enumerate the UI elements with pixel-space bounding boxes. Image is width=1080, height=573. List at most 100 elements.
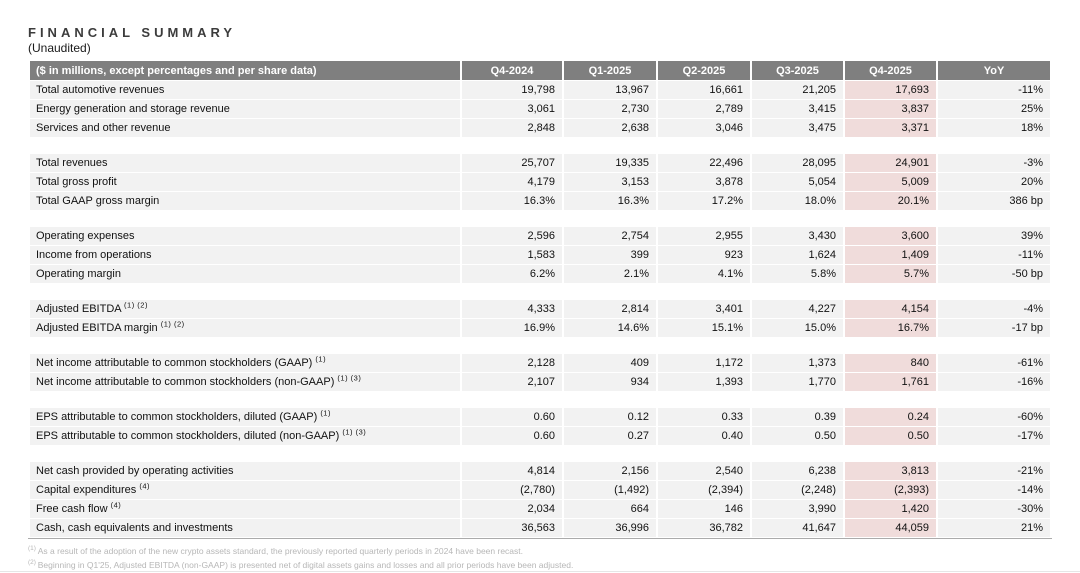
cell-value: 1,583 (462, 246, 562, 264)
footnote-reference: (1) (315, 354, 327, 364)
cell-value: 1,373 (752, 354, 843, 372)
table-header-row: ($ in millions, except percentages and p… (30, 61, 1050, 80)
section-spacer-row (30, 338, 1050, 353)
row-label: Services and other revenue (30, 119, 460, 137)
column-header-yoy: YoY (938, 61, 1050, 80)
table-row: Net cash provided by operating activitie… (30, 462, 1050, 480)
cell-value: 25,707 (462, 154, 562, 172)
section-spacer-row (30, 446, 1050, 461)
cell-value: -11% (938, 246, 1050, 264)
cell-highlighted-value: 3,600 (845, 227, 936, 245)
cell-value: 25% (938, 100, 1050, 118)
table-row: Services and other revenue 2,848 2,638 3,04… (30, 119, 1050, 137)
row-label: Net cash provided by operating activitie… (30, 462, 460, 480)
column-header-q2-2025: Q2-2025 (658, 61, 750, 80)
row-label: Energy generation and storage revenue (30, 100, 460, 118)
row-label: Total revenues (30, 154, 460, 172)
table-row: Total revenues 25,707 19,335 22,496 28,095 24… (30, 154, 1050, 172)
cell-value: -21% (938, 462, 1050, 480)
cell-value: 2,034 (462, 500, 562, 518)
cell-value: 386 bp (938, 192, 1050, 210)
cell-value: (2,248) (752, 481, 843, 499)
cell-value: 3,061 (462, 100, 562, 118)
cell-highlighted-value: 1,761 (845, 373, 936, 391)
cell-value: 36,563 (462, 519, 562, 537)
cell-value: 22,496 (658, 154, 750, 172)
cell-value: 409 (564, 354, 656, 372)
footnote-reference: (4) (110, 500, 122, 510)
cell-value: 17.2% (658, 192, 750, 210)
cell-value: 16.9% (462, 319, 562, 337)
cell-value: 20% (938, 173, 1050, 191)
cell-value: 36,996 (564, 519, 656, 537)
cell-value: 18.0% (752, 192, 843, 210)
cell-value: 39% (938, 227, 1050, 245)
row-label: Cash, cash equivalents and investments (30, 519, 460, 537)
row-label: Operating expenses (30, 227, 460, 245)
page-title: FINANCIAL SUMMARY (28, 25, 237, 40)
cell-value: -3% (938, 154, 1050, 172)
cell-value: -17 bp (938, 319, 1050, 337)
cell-value: -11% (938, 81, 1050, 99)
cell-value: 2,638 (564, 119, 656, 137)
cell-value: -61% (938, 354, 1050, 372)
footnote-2: (2) Beginning in Q1'25, Adjusted EBITDA … (28, 559, 574, 571)
cell-highlighted-value: 4,154 (845, 300, 936, 318)
row-label: Net income attributable to common stockh… (30, 354, 460, 372)
cell-value: 19,335 (564, 154, 656, 172)
table-row: Total GAAP gross margin 16.3% 16.3% 17.2% 18… (30, 192, 1050, 210)
cell-value: 0.60 (462, 408, 562, 426)
section-spacer-row (30, 392, 1050, 407)
cell-value: 6.2% (462, 265, 562, 283)
cell-highlighted-value: 24,901 (845, 154, 936, 172)
cell-value: 1,172 (658, 354, 750, 372)
cell-value: 3,430 (752, 227, 843, 245)
cell-value: 15.0% (752, 319, 843, 337)
row-label: Capital expenditures (4) (30, 481, 460, 499)
cell-value: 2,814 (564, 300, 656, 318)
table-row: Energy generation and storage revenue 3,0… (30, 100, 1050, 118)
cell-value: 1,393 (658, 373, 750, 391)
table-row: Total automotive revenues 19,798 13,967 16,… (30, 81, 1050, 99)
footnote-reference: (1) (320, 408, 331, 418)
cell-highlighted-value: 0.50 (845, 427, 936, 445)
cell-value: 2,107 (462, 373, 562, 391)
table-row: Adjusted EBITDA (1) (2) 4,333 2,814 3,401 4,… (30, 300, 1050, 318)
cell-value: 2,128 (462, 354, 562, 372)
column-header-q4-2025: Q4-2025 (845, 61, 936, 80)
column-header-q4-2024: Q4-2024 (462, 61, 562, 80)
cell-value: 934 (564, 373, 656, 391)
cell-value: 2,540 (658, 462, 750, 480)
cell-value: -16% (938, 373, 1050, 391)
cell-value: -14% (938, 481, 1050, 499)
cell-value: 4.1% (658, 265, 750, 283)
cell-highlighted-value: 3,813 (845, 462, 936, 480)
cell-value: 1,770 (752, 373, 843, 391)
table-row: Adjusted EBITDA margin (1) (2) 16.9% 14.6%… (30, 319, 1050, 337)
cell-value: 146 (658, 500, 750, 518)
cell-value: 3,401 (658, 300, 750, 318)
table-row: Capital expenditures (4) (2,780) (1,492) (2… (30, 481, 1050, 499)
cell-value: 21,205 (752, 81, 843, 99)
cell-value: 4,333 (462, 300, 562, 318)
cell-value: 0.33 (658, 408, 750, 426)
cell-value: 5.8% (752, 265, 843, 283)
cell-value: -4% (938, 300, 1050, 318)
row-label: Total GAAP gross margin (30, 192, 460, 210)
cell-value: 5,054 (752, 173, 843, 191)
cell-value: 664 (564, 500, 656, 518)
cell-value: (2,394) (658, 481, 750, 499)
table-row: EPS attributable to common stockholders,… (30, 427, 1050, 445)
financial-summary-table: ($ in millions, except percentages and p… (28, 60, 1052, 538)
cell-value: 923 (658, 246, 750, 264)
table-bottom-rule (28, 538, 1052, 539)
footnote-reference: (1) (2) (160, 319, 185, 329)
table-row: Operating margin 6.2% 2.1% 4.1% 5.8% 5.7% -50 … (30, 265, 1050, 283)
cell-value: 2,848 (462, 119, 562, 137)
table-row: Total gross profit 4,179 3,153 3,878 5,054 5,… (30, 173, 1050, 191)
cell-value: 2.1% (564, 265, 656, 283)
cell-value: 3,990 (752, 500, 843, 518)
cell-highlighted-value: 5,009 (845, 173, 936, 191)
cell-value: 28,095 (752, 154, 843, 172)
cell-value: (2,780) (462, 481, 562, 499)
